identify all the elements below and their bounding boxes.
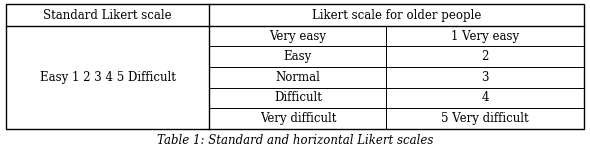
Text: 2: 2 [481,50,489,63]
Text: Difficult: Difficult [274,91,322,104]
Text: Standard Likert scale: Standard Likert scale [43,9,172,22]
Text: Very difficult: Very difficult [260,112,336,125]
Text: 5 Very difficult: 5 Very difficult [441,112,529,125]
Text: 1 Very easy: 1 Very easy [451,30,519,43]
Text: Table 1: Standard and horizontal Likert scales: Table 1: Standard and horizontal Likert … [157,133,433,147]
Text: Likert scale for older people: Likert scale for older people [312,9,481,22]
Text: Normal: Normal [276,71,320,84]
Text: Very easy: Very easy [270,30,326,43]
Text: Easy: Easy [284,50,312,63]
Text: 4: 4 [481,91,489,104]
Text: 3: 3 [481,71,489,84]
Text: Easy 1 2 3 4 5 Difficult: Easy 1 2 3 4 5 Difficult [40,71,176,84]
